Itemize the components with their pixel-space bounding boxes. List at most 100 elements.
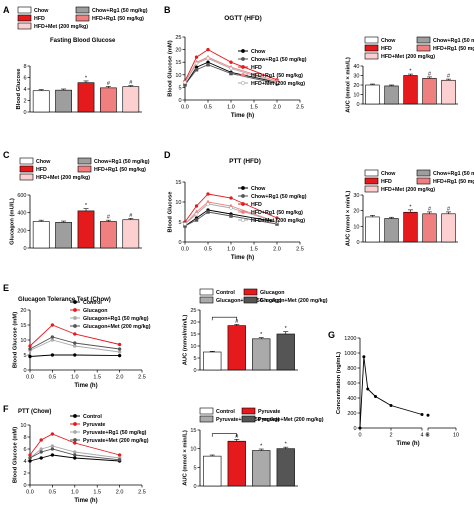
panel-letter-a: A (3, 5, 10, 15)
chart-d-legend-marker (241, 202, 245, 206)
chart-b2-bar (422, 78, 437, 105)
chart-f-y-tick-label: 2 (23, 471, 26, 477)
chart-d2-y-tick-label: 30 (353, 193, 359, 199)
chart-f2-sig-marker: * (285, 442, 288, 448)
chart-c-sig-marker: # (129, 213, 133, 219)
chart-d2-bar (403, 211, 418, 243)
chart-e2-sig-marker: * (260, 332, 263, 338)
chart-a-legend-label: Chow (34, 8, 49, 14)
chart-e-y-tick-label: 15 (20, 323, 26, 329)
chart-d-y-label: Blood Glucose (168, 191, 174, 233)
chart-d2-y-label: AUC (mmol × min/L) (346, 191, 352, 247)
chart-f-x-tick-label: 2.5 (138, 490, 146, 496)
chart-g-x-tick-label: 10 (453, 433, 459, 439)
panel-letter-e: E (3, 283, 9, 293)
chart-b-point (229, 66, 233, 71)
chart-e-legend-marker (73, 324, 77, 328)
chart-f-point (50, 453, 55, 457)
chart-d-point (206, 202, 210, 206)
chart-g-y-label: Concentration (ng/mL) (336, 352, 342, 414)
chart-f-legend-label: Pyruvate (83, 422, 105, 428)
chart-g-y-tick-label: 800 (347, 366, 356, 372)
chart-e-point (50, 353, 55, 357)
chart-d-x-tick-label: 2.0 (273, 247, 281, 253)
chart-a-legend-swatch (17, 14, 32, 22)
chart-c-sig-marker: * (85, 203, 88, 209)
chart-d-point (194, 218, 199, 222)
chart-f-x-label: Time (h) (74, 498, 97, 504)
chart-f-point (50, 444, 55, 448)
chart-e-y-tick-label: 5 (23, 353, 26, 359)
chart-e-point (28, 347, 32, 351)
chart-e-legend-label: Glucagon+Met (200 mg/kg) (83, 324, 151, 330)
chart-f-y-tick-label: 10 (20, 423, 26, 429)
chart-b-y-tick-label: 5 (178, 85, 181, 91)
chart-e-series-line (29, 339, 120, 353)
chart-a-y-tick-label: 8 (23, 64, 26, 70)
chart-d-x-tick-label: 1.0 (227, 247, 235, 253)
chart-a-bar (122, 86, 140, 113)
chart-d-legend-marker (241, 210, 245, 214)
chart-b2-legend-swatch (416, 44, 431, 52)
chart-d-legend-label: Chow+Rg1 (50 mg/kg) (251, 194, 307, 200)
chart-e-series-line (29, 354, 120, 357)
chart-a-bar (100, 87, 117, 113)
chart-d2-bar (365, 216, 380, 243)
chart-d-point (229, 214, 233, 218)
chart-e-x-tick-label: 2.0 (116, 375, 124, 381)
chart-d-legend-label: HFD+Rg1 (50 mg/kg) (251, 210, 303, 216)
chart-e-point (50, 335, 55, 339)
chart-b-point (206, 62, 210, 67)
chart-d-title: PTT (HFD) (229, 158, 261, 165)
chart-b-x-tick-label: 1.0 (227, 105, 235, 111)
chart-g-point (374, 395, 377, 398)
chart-a-legend-swatch (17, 22, 32, 30)
chart-f-y-tick-label: 8 (23, 435, 26, 441)
chart-c-y-tick-label: 600 (17, 193, 26, 199)
chart-d-legend-marker (241, 218, 245, 222)
chart-c-bar (77, 210, 95, 249)
chart-f2-y-tick-label: 5 (193, 465, 196, 471)
chart-d2-bar (422, 213, 437, 243)
chart-e2-y-tick-label: 15 (190, 332, 196, 338)
chart-g-y-tick-label: 0 (353, 426, 356, 432)
chart-e-legend-marker (73, 300, 77, 304)
chart-e2-y-tick-label: 10 (190, 344, 196, 350)
chart-e2-y-label: AUC (mmol/min/L) (183, 315, 189, 366)
chart-f-legend-label: Pyruvate+Rg1 (50 mg/kg) (83, 430, 147, 436)
chart-e-point (117, 342, 122, 347)
chart-f-point (39, 447, 43, 451)
chart-g-series-line (359, 356, 423, 429)
panel-letter-g: G (328, 330, 335, 340)
chart-b-x-tick-label: 0.5 (204, 105, 212, 111)
chart-f-x-tick-label: 1.5 (93, 490, 101, 496)
chart-c-legend-swatch (19, 173, 34, 181)
chart-b2-sig-marker: # (428, 71, 432, 77)
chart-b2-legend-swatch (364, 36, 379, 44)
chart-e2-sig-marker: * (285, 326, 288, 332)
chart-g-x-tick-label: 0 (358, 433, 361, 439)
panel-letter-b: B (164, 5, 171, 15)
chart-c-y-label: Glucagon (mU/L) (9, 198, 15, 245)
chart-b2-y-tick-label: 40 (353, 64, 359, 70)
chart-b2-y-tick-label: 10 (353, 93, 359, 99)
chart-b-legend-label: Chow (251, 49, 266, 55)
chart-d2-legend-label: HFD+Rg1 (50 mg/kg) (433, 179, 474, 185)
chart-f2-legend-swatch (199, 407, 214, 415)
chart-e-y-tick-label: 20 (20, 308, 26, 314)
chart-f-legend-marker (73, 422, 77, 426)
chart-e2-bar (227, 325, 246, 371)
chart-f-point (117, 458, 122, 462)
chart-e2-sig-marker: # (235, 319, 239, 325)
chart-d2-y-tick-label: 0 (356, 240, 359, 246)
chart-c-sig-marker: # (107, 215, 111, 221)
chart-a-legend-label: HFD+Rg1 (50 mg/kg) (92, 16, 144, 22)
chart-c-bar (32, 221, 50, 249)
chart-d-x-tick-label: 0.5 (204, 247, 212, 253)
chart-f-x-tick-label: 1.0 (71, 490, 79, 496)
chart-d-point (275, 220, 279, 224)
chart-e2-legend-swatch (199, 296, 214, 304)
chart-d2-legend-swatch (364, 185, 379, 193)
chart-f-point (39, 456, 43, 460)
